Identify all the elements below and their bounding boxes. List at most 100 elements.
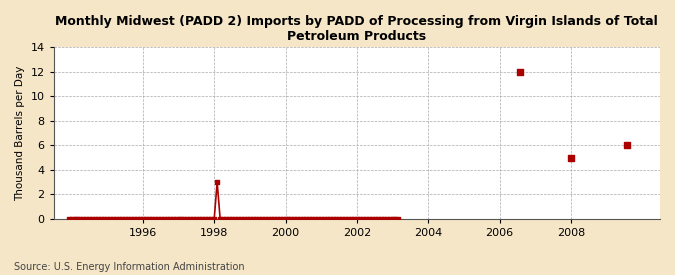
- Point: [242, 217, 252, 221]
- Point: [206, 217, 217, 221]
- Point: [209, 217, 219, 221]
- Point: [138, 217, 148, 221]
- Point: [140, 217, 151, 221]
- Point: [286, 217, 297, 221]
- Point: [99, 217, 109, 221]
- Point: [313, 217, 323, 221]
- Point: [263, 217, 273, 221]
- Point: [119, 217, 130, 221]
- Point: [212, 180, 223, 184]
- Point: [236, 217, 246, 221]
- Point: [233, 217, 244, 221]
- Point: [295, 217, 306, 221]
- Point: [87, 217, 98, 221]
- Point: [357, 217, 368, 221]
- Point: [566, 155, 576, 160]
- Point: [348, 217, 359, 221]
- Point: [304, 217, 315, 221]
- Point: [108, 217, 119, 221]
- Point: [84, 217, 95, 221]
- Point: [161, 217, 172, 221]
- Point: [63, 217, 74, 221]
- Point: [250, 217, 261, 221]
- Point: [134, 217, 145, 221]
- Point: [194, 217, 205, 221]
- Point: [158, 217, 169, 221]
- Point: [277, 217, 288, 221]
- Point: [331, 217, 342, 221]
- Point: [191, 217, 202, 221]
- Text: Source: U.S. Energy Information Administration: Source: U.S. Energy Information Administ…: [14, 262, 244, 272]
- Point: [182, 217, 193, 221]
- Point: [230, 217, 240, 221]
- Point: [81, 217, 92, 221]
- Point: [126, 217, 136, 221]
- Point: [69, 217, 80, 221]
- Point: [203, 217, 214, 221]
- Point: [218, 217, 229, 221]
- Point: [173, 217, 184, 221]
- Point: [176, 217, 187, 221]
- Point: [515, 69, 526, 74]
- Point: [316, 217, 327, 221]
- Point: [265, 217, 276, 221]
- Point: [289, 217, 300, 221]
- Point: [375, 217, 386, 221]
- Point: [301, 217, 312, 221]
- Point: [179, 217, 190, 221]
- Point: [346, 217, 356, 221]
- Point: [149, 217, 160, 221]
- Point: [90, 217, 101, 221]
- Point: [185, 217, 196, 221]
- Point: [354, 217, 365, 221]
- Point: [238, 217, 249, 221]
- Point: [367, 217, 377, 221]
- Point: [372, 217, 383, 221]
- Point: [170, 217, 181, 221]
- Point: [340, 217, 350, 221]
- Point: [155, 217, 166, 221]
- Point: [223, 217, 234, 221]
- Point: [319, 217, 329, 221]
- Point: [390, 217, 401, 221]
- Point: [188, 217, 199, 221]
- Point: [381, 217, 392, 221]
- Point: [337, 217, 348, 221]
- Point: [333, 217, 344, 221]
- Point: [167, 217, 178, 221]
- Point: [322, 217, 333, 221]
- Point: [248, 217, 259, 221]
- Point: [143, 217, 154, 221]
- Point: [378, 217, 389, 221]
- Point: [310, 217, 321, 221]
- Point: [117, 217, 128, 221]
- Point: [72, 217, 83, 221]
- Point: [342, 217, 353, 221]
- Point: [78, 217, 89, 221]
- Point: [66, 217, 77, 221]
- Point: [75, 217, 86, 221]
- Point: [292, 217, 303, 221]
- Y-axis label: Thousand Barrels per Day: Thousand Barrels per Day: [15, 65, 25, 201]
- Point: [387, 217, 398, 221]
- Point: [221, 217, 232, 221]
- Point: [200, 217, 211, 221]
- Point: [253, 217, 264, 221]
- Point: [622, 143, 632, 147]
- Point: [96, 217, 107, 221]
- Point: [102, 217, 113, 221]
- Point: [298, 217, 308, 221]
- Point: [327, 217, 338, 221]
- Point: [93, 217, 104, 221]
- Point: [393, 217, 404, 221]
- Point: [123, 217, 134, 221]
- Title: Monthly Midwest (PADD 2) Imports by PADD of Processing from Virgin Islands of To: Monthly Midwest (PADD 2) Imports by PADD…: [55, 15, 658, 43]
- Point: [274, 217, 285, 221]
- Point: [352, 217, 362, 221]
- Point: [325, 217, 335, 221]
- Point: [369, 217, 380, 221]
- Point: [197, 217, 208, 221]
- Point: [384, 217, 395, 221]
- Point: [113, 217, 124, 221]
- Point: [363, 217, 374, 221]
